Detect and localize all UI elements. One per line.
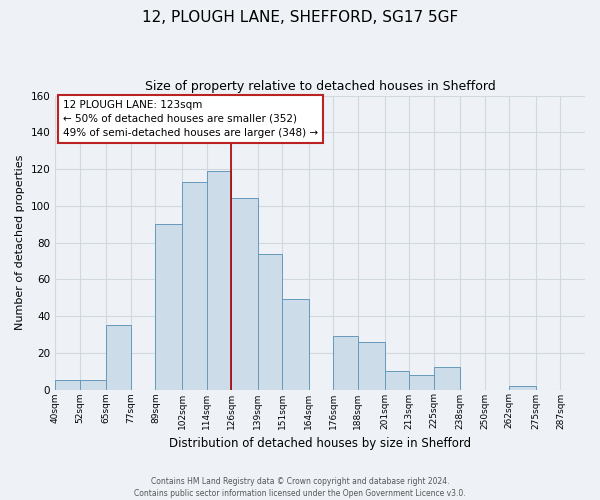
Bar <box>182 182 206 390</box>
Title: Size of property relative to detached houses in Shefford: Size of property relative to detached ho… <box>145 80 496 93</box>
Bar <box>80 380 106 390</box>
Bar <box>334 336 358 390</box>
Bar <box>106 325 131 390</box>
Bar <box>409 375 434 390</box>
Bar <box>155 224 182 390</box>
Bar <box>434 368 460 390</box>
Bar <box>206 171 231 390</box>
Bar <box>509 386 536 390</box>
Y-axis label: Number of detached properties: Number of detached properties <box>15 155 25 330</box>
Bar <box>257 254 282 390</box>
Text: 12, PLOUGH LANE, SHEFFORD, SG17 5GF: 12, PLOUGH LANE, SHEFFORD, SG17 5GF <box>142 10 458 25</box>
Text: 12 PLOUGH LANE: 123sqm
← 50% of detached houses are smaller (352)
49% of semi-de: 12 PLOUGH LANE: 123sqm ← 50% of detached… <box>63 100 318 138</box>
Bar <box>55 380 80 390</box>
Bar <box>358 342 385 390</box>
X-axis label: Distribution of detached houses by size in Shefford: Distribution of detached houses by size … <box>169 437 471 450</box>
Bar <box>282 300 309 390</box>
Bar <box>385 371 409 390</box>
Bar <box>231 198 257 390</box>
Text: Contains HM Land Registry data © Crown copyright and database right 2024.
Contai: Contains HM Land Registry data © Crown c… <box>134 476 466 498</box>
